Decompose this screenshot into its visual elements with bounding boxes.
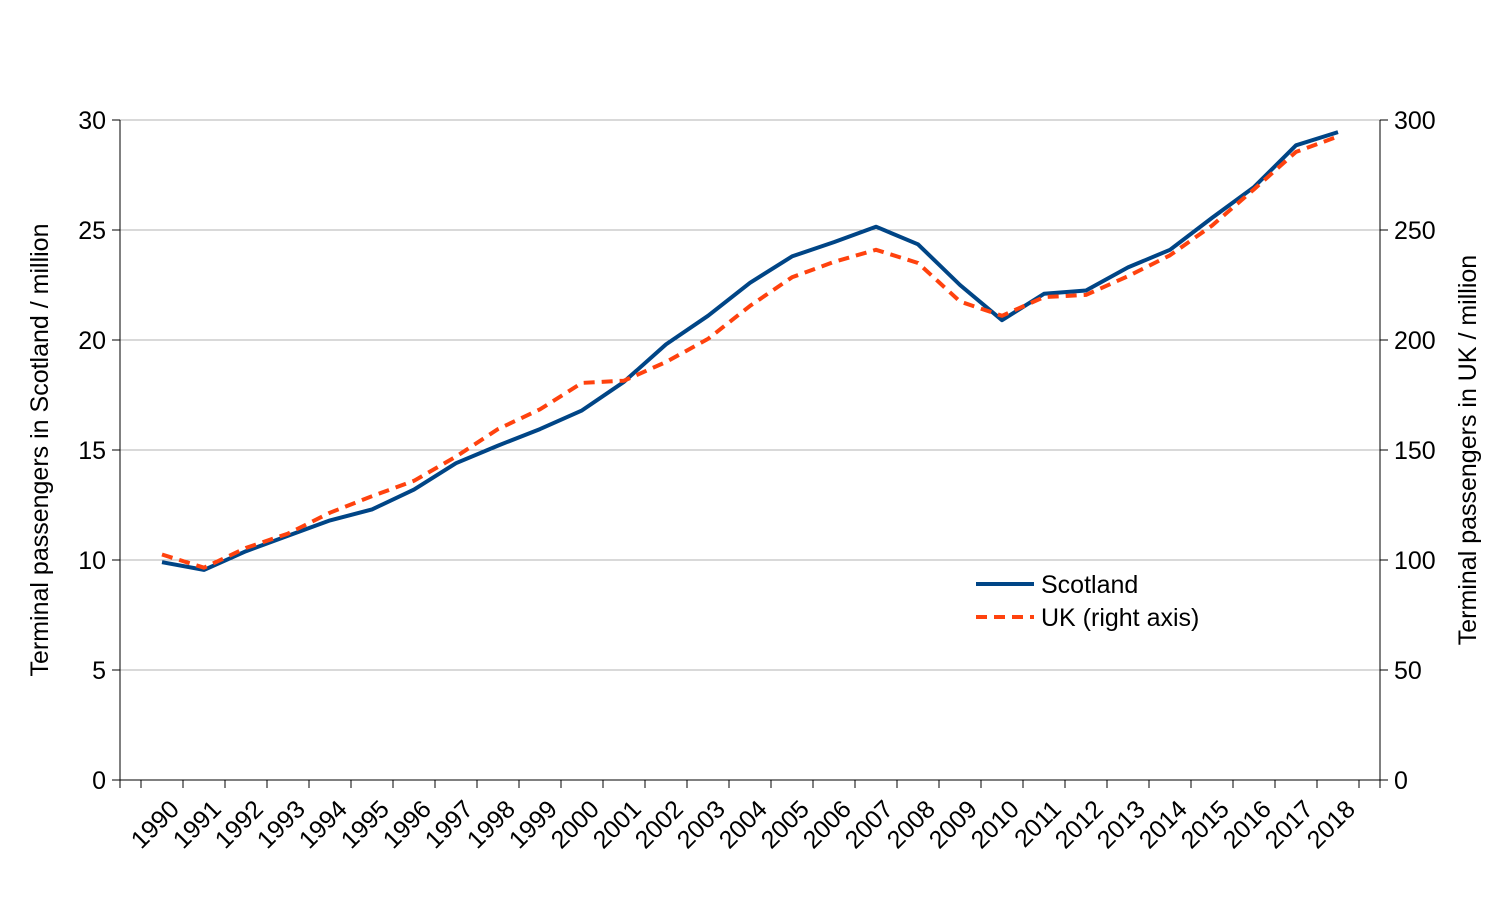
gridlines (120, 119, 1380, 671)
x-tick-label: 2016 (1218, 795, 1277, 854)
series-line-scotland (161, 130, 1339, 572)
legend-label-uk: UK (right axis) (1041, 604, 1199, 632)
y2-axis-label: Terminal passengers in UK / million (1454, 255, 1482, 645)
y2-tick-label: 100 (1394, 547, 1436, 575)
y-tick-label: 10 (78, 547, 106, 575)
y-tick-label: 0 (92, 767, 106, 795)
series-line-uk (161, 134, 1339, 570)
x-tick-label: 1995 (336, 795, 395, 854)
legend-label-scotland: Scotland (1041, 571, 1138, 599)
x-tick-label: 1994 (294, 795, 353, 854)
x-tick-label: 1991 (168, 795, 227, 854)
x-tick-label: 2006 (798, 795, 857, 854)
x-tick-label: 2012 (1050, 795, 1109, 854)
y-tick-label: 15 (78, 437, 106, 465)
y2-tick-label: 300 (1394, 107, 1436, 135)
x-tick-label: 2010 (966, 795, 1025, 854)
y2-tick-label: 50 (1394, 657, 1422, 685)
x-tick-label: 2009 (924, 795, 983, 854)
x-tick-label: 2002 (630, 795, 689, 854)
x-tick-label: 2004 (714, 795, 773, 854)
y2-tick-label: 150 (1394, 437, 1436, 465)
legend: Scotland UK (right axis) (976, 571, 1199, 632)
x-tick-label: 2008 (882, 795, 941, 854)
x-tick-label: 2018 (1302, 795, 1361, 854)
left-axis-ticks: 0 5 10 15 20 25 30 (78, 107, 120, 795)
x-tick-label: 1993 (252, 795, 311, 854)
x-axis-ticks: 1990199119921993199419951996199719981999… (119, 780, 1381, 854)
series-lines (161, 130, 1339, 572)
x-tick-label: 2017 (1260, 795, 1319, 854)
x-tick-label: 2000 (546, 795, 605, 854)
x-tick-label: 2003 (672, 795, 731, 854)
y2-tick-label: 250 (1394, 217, 1436, 245)
y-tick-label: 5 (92, 657, 106, 685)
x-tick-label: 1992 (210, 795, 269, 854)
x-tick-label: 1990 (126, 795, 185, 854)
y2-tick-label: 200 (1394, 327, 1436, 355)
x-tick-label: 1998 (462, 795, 521, 854)
x-tick-label: 1996 (378, 795, 437, 854)
x-tick-label: 2001 (588, 795, 647, 854)
y-tick-label: 30 (78, 107, 106, 135)
x-tick-label: 1999 (504, 795, 563, 854)
y-axis-label: Terminal passengers in Scotland / millio… (26, 224, 54, 677)
x-tick-label: 2007 (840, 795, 899, 854)
y-tick-label: 20 (78, 327, 106, 355)
y-tick-label: 25 (78, 217, 106, 245)
x-tick-label: 2014 (1134, 795, 1193, 854)
x-tick-label: 1997 (420, 795, 479, 854)
y2-tick-label: 0 (1394, 767, 1408, 795)
x-tick-label: 2015 (1176, 795, 1235, 854)
right-axis-ticks: 0 50 100 150 200 250 300 (1380, 107, 1436, 795)
x-tick-label: 2013 (1092, 795, 1151, 854)
x-tick-label: 2005 (756, 795, 815, 854)
